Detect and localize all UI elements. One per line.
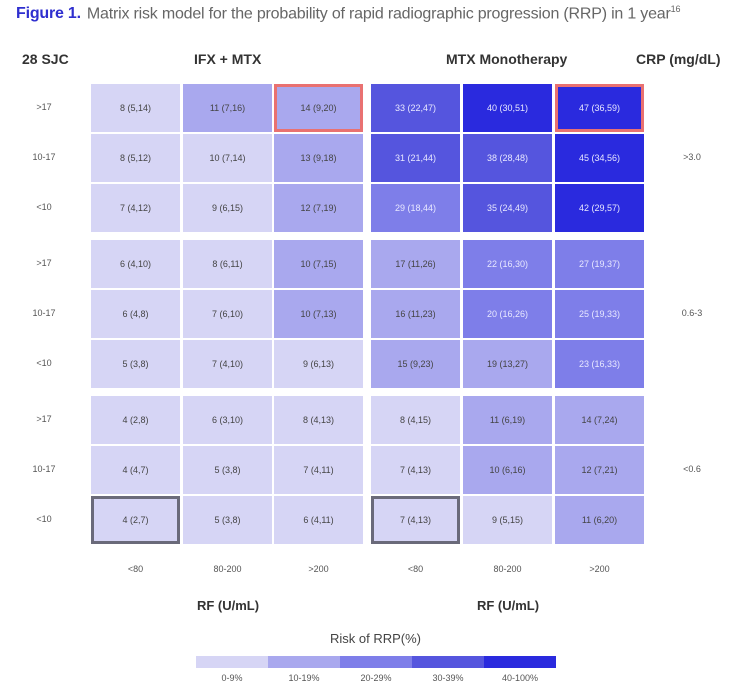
heatmap-cell: 15 (9,23) [371,340,460,388]
heatmap-cell: 10 (7,15) [274,240,363,288]
legend-label: 20-29% [360,673,392,683]
legend-swatch [412,656,484,668]
legend-label: 40-100% [501,673,539,683]
heatmap-cell: 22 (16,30) [463,240,552,288]
legend-label: 30-39% [432,673,464,683]
rf-tick-label: 80-200 [493,564,522,574]
heatmap-cell: 33 (22,47) [371,84,460,132]
heatmap-cell: 11 (6,20) [555,496,644,544]
legend-swatch [340,656,412,668]
heatmap-cell: 35 (24,49) [463,184,552,232]
heatmap-cell: 10 (7,14) [183,134,272,182]
heatmap-cell: 47 (36,59) [555,84,644,132]
heatmap-cell: 45 (34,56) [555,134,644,182]
heatmap-cell: 8 (5,12) [91,134,180,182]
heatmap-cell: 9 (6,15) [183,184,272,232]
heatmap-cell: 8 (4,13) [274,396,363,444]
heatmap-cell: 7 (4,11) [274,446,363,494]
caption-text: Matrix risk model for the probability of… [86,5,671,23]
sjc-row-label: >17 [36,102,52,112]
heatmap-cell: 17 (11,26) [371,240,460,288]
figure-label: Figure 1. [16,5,81,23]
legend-label: 10-19% [288,673,320,683]
heatmap-cell: 40 (30,51) [463,84,552,132]
heatmap-cell: 5 (3,8) [183,446,272,494]
heatmap-cell: 6 (3,10) [183,396,272,444]
heatmap-cell: 38 (28,48) [463,134,552,182]
heatmap-cell: 6 (4,8) [91,290,180,338]
rf-tick-label: >200 [589,564,610,574]
rf-tick-label: 80-200 [213,564,242,574]
caption-superscript: 16 [670,4,681,14]
crp-band-label: <0.6 [683,464,701,474]
heatmap-cell: 4 (4,7) [91,446,180,494]
legend-title: Risk of RRP(%) [329,631,421,646]
crp-band-label: 0.6-3 [681,308,703,318]
heatmap-cell: 7 (4,13) [371,446,460,494]
heatmap-cell: 11 (7,16) [183,84,272,132]
heatmap-cell: 31 (21,44) [371,134,460,182]
mtx-monotherapy-header: MTX Monotherapy [446,51,568,67]
heatmap-cell: 7 (6,10) [183,290,272,338]
heatmap-cell: 23 (16,33) [555,340,644,388]
heatmap-cell: 29 (18,44) [371,184,460,232]
sjc-row-label: <10 [36,358,52,368]
heatmap-cell: 5 (3,8) [91,340,180,388]
heatmap-cell: 8 (4,15) [371,396,460,444]
heatmap-cell: 25 (19,33) [555,290,644,338]
heatmap-cell: 9 (5,15) [463,496,552,544]
legend-swatch [484,656,556,668]
legend-swatch [268,656,340,668]
rf-axis-title-ifx: RF (U/mL) [196,598,260,613]
heatmap-cell: 12 (7,21) [555,446,644,494]
heatmap-cell: 6 (4,11) [274,496,363,544]
heatmap-cell: 7 (4,13) [371,496,460,544]
heatmap-cell: 5 (3,8) [183,496,272,544]
heatmap-cell: 11 (6,19) [463,396,552,444]
heatmap-cell: 13 (9,18) [274,134,363,182]
heatmap-cell: 7 (4,12) [91,184,180,232]
sjc-row-label: >17 [36,414,52,424]
heatmap-cell: 10 (7,13) [274,290,363,338]
heatmap-cell: 19 (13,27) [463,340,552,388]
figure-caption: Figure 1. Matrix risk model for the proba… [16,4,680,23]
heatmap-cell: 9 (6,13) [274,340,363,388]
rf-tick-label: <80 [407,564,424,574]
heatmap-cell: 20 (16,26) [463,290,552,338]
rf-tick-label: >200 [308,564,329,574]
heatmap-cell: 14 (7,24) [555,396,644,444]
heatmap-cell: 4 (2,8) [91,396,180,444]
heatmap-cell: 16 (11,23) [371,290,460,338]
sjc-row-label: 10-17 [32,308,56,318]
heatmap-cell: 7 (4,10) [183,340,272,388]
legend-label: 0-9% [221,673,243,683]
ifx-mtx-header: IFX + MTX [194,51,262,67]
sjc-row-label: <10 [36,514,52,524]
rf-tick-label: <80 [127,564,144,574]
sjc-row-label: 10-17 [32,464,56,474]
heatmap-cell: 14 (9,20) [274,84,363,132]
sjc-row-label: 10-17 [32,152,56,162]
heatmap-cell: 8 (6,11) [183,240,272,288]
heatmap-cell: 27 (19,37) [555,240,644,288]
heatmap-cell: 42 (29,57) [555,184,644,232]
heatmap-cell: 8 (5,14) [91,84,180,132]
legend-swatch [196,656,268,668]
rf-axis-title-mtx: RF (U/mL) [476,598,540,613]
heatmap-cell: 4 (2,7) [91,496,180,544]
sjc-row-label: >17 [36,258,52,268]
heatmap-cell: 10 (6,16) [463,446,552,494]
heatmap-cell: 12 (7,19) [274,184,363,232]
crp-header: CRP (mg/dL) [636,51,721,67]
heatmap-cell: 6 (4,10) [91,240,180,288]
sjc-row-label: <10 [36,202,52,212]
crp-band-label: >3.0 [683,152,701,162]
sjc-header: 28 SJC [22,51,69,67]
